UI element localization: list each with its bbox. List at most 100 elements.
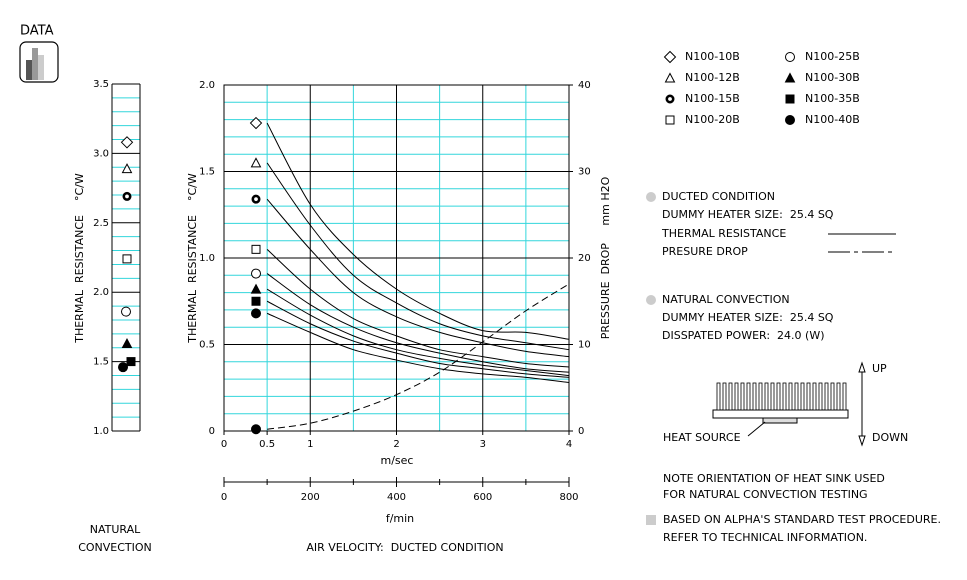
- y-tick-label: 1.0: [199, 253, 215, 264]
- diagram-label: DOWN: [872, 431, 908, 444]
- curve-marker: [251, 194, 261, 204]
- y2-tick-label: 10: [578, 340, 591, 351]
- data-point: [126, 357, 136, 367]
- heater-block: [762, 417, 798, 424]
- x2-tick-label: 200: [301, 492, 320, 503]
- note-text: DUMMY HEATER SIZE: 25.4 SQ: [662, 311, 834, 324]
- heatsink-fin: [770, 382, 775, 411]
- data-point: [121, 163, 133, 174]
- y-tick-label: 0.5: [199, 340, 215, 351]
- y-tick-label: 2.0: [199, 80, 215, 91]
- y-axis-label: THERMAL RESISTANCE °C/W: [186, 173, 199, 344]
- legend-label: N100-10B: [685, 50, 740, 63]
- heatsink-fin: [818, 382, 823, 411]
- legend-label: N100-25B: [805, 50, 860, 63]
- curve-marker: [251, 424, 261, 435]
- heatsink-fin: [842, 382, 847, 411]
- x2-tick-label: 600: [473, 492, 492, 503]
- note-text: BASED ON ALPHA'S STANDARD TEST PROCEDURE…: [663, 513, 941, 526]
- x-tick-label: 4: [566, 439, 572, 450]
- heatsink-fin: [746, 382, 751, 411]
- curve-marker: [251, 308, 261, 319]
- arrow-head: [858, 361, 866, 373]
- resistance-curve: [266, 300, 570, 378]
- legend-marker: [785, 115, 795, 125]
- data-point: [122, 191, 132, 201]
- curve-marker: [251, 296, 261, 306]
- note-text: DUMMY HEATER SIZE: 25.4 SQ: [662, 208, 834, 221]
- curve-marker: [249, 116, 263, 130]
- heatsink-fin: [794, 382, 799, 411]
- resistance-curve: [266, 288, 570, 377]
- y-axis-label: THERMAL RESISTANCE °C/W: [73, 173, 86, 344]
- y-tick-label: 1.0: [93, 426, 109, 437]
- resistance-curve: [266, 312, 570, 384]
- y2-tick-label: 40: [578, 80, 591, 91]
- chart-footer: AIR VELOCITY: DUCTED CONDITION: [306, 541, 503, 554]
- y-tick-label: 0: [209, 426, 215, 437]
- curve-marker: [251, 268, 261, 279]
- note-title: DUCTED CONDITION: [662, 190, 775, 203]
- legend-label: N100-12B: [685, 71, 740, 84]
- x-tick-label: 1: [307, 439, 313, 450]
- note-text: NOTE ORIENTATION OF HEAT SINK USED: [663, 472, 885, 485]
- x-tick-label: 0.5: [259, 439, 275, 450]
- heatsink-fin: [824, 382, 829, 411]
- y2-tick-label: 20: [578, 253, 591, 264]
- note-text: REFER TO TECHNICAL INFORMATION.: [663, 531, 867, 544]
- legend-label: N100-35B: [805, 92, 860, 105]
- heatsink-fin: [740, 382, 745, 411]
- chart-footer: NATURAL: [90, 523, 141, 536]
- resistance-curve: [266, 122, 570, 340]
- heatsink-fin: [758, 382, 763, 411]
- data-point: [121, 306, 131, 317]
- data-point: [118, 362, 128, 373]
- heatsink-fin: [752, 382, 757, 411]
- x-axis-label: m/sec: [381, 454, 414, 467]
- heatsink-fin: [782, 382, 787, 411]
- diagram-label: HEAT SOURCE: [663, 431, 741, 444]
- legend-label: PRESURE DROP: [662, 245, 748, 258]
- y-tick-label: 1.5: [199, 167, 215, 178]
- x2-axis-label: f/min: [386, 512, 414, 525]
- heatsink-base: [712, 409, 849, 419]
- heatsink-fin: [830, 382, 835, 411]
- legend-marker: [785, 94, 795, 104]
- curve-marker: [250, 157, 262, 168]
- legend-marker: [664, 72, 676, 83]
- heatsink-fin: [836, 382, 841, 411]
- bullet: [646, 515, 656, 525]
- legend-marker: [663, 50, 677, 64]
- resistance-curve: [266, 273, 570, 373]
- y-tick-label: 2.5: [93, 218, 109, 229]
- y2-axis-label: PRESSURE DROP mm H2O: [599, 176, 612, 339]
- curve-marker: [251, 244, 261, 254]
- data-title: DATA: [20, 24, 54, 39]
- y-tick-label: 3.5: [93, 79, 109, 90]
- y2-tick-label: 0: [578, 426, 584, 437]
- resistance-curve: [266, 248, 570, 368]
- resistance-curve: [266, 162, 570, 351]
- arrow-head: [858, 435, 866, 447]
- x2-tick-label: 0: [221, 492, 227, 503]
- y-tick-label: 3.0: [93, 148, 109, 159]
- bullet: [646, 192, 656, 202]
- plot-frame: [223, 84, 570, 432]
- chart-footer: CONVECTION: [78, 541, 152, 554]
- heatsink-fin: [800, 382, 805, 411]
- leader-line: [747, 421, 766, 437]
- heatsink-fin: [716, 382, 721, 411]
- x-tick-label: 3: [480, 439, 486, 450]
- note-text: DISSPATED POWER: 24.0 (W): [662, 329, 825, 342]
- data-icon: [19, 41, 59, 83]
- note-text: THERMAL RESISTANCE: [661, 227, 786, 240]
- x2-tick-label: 400: [387, 492, 406, 503]
- legend-label: N100-15B: [685, 92, 740, 105]
- legend-marker: [785, 52, 795, 62]
- legend-label: N100-20B: [685, 113, 740, 126]
- heatsink-fin: [812, 382, 817, 411]
- legend-marker: [784, 72, 796, 83]
- resistance-curve: [266, 198, 570, 358]
- data-point: [121, 337, 133, 349]
